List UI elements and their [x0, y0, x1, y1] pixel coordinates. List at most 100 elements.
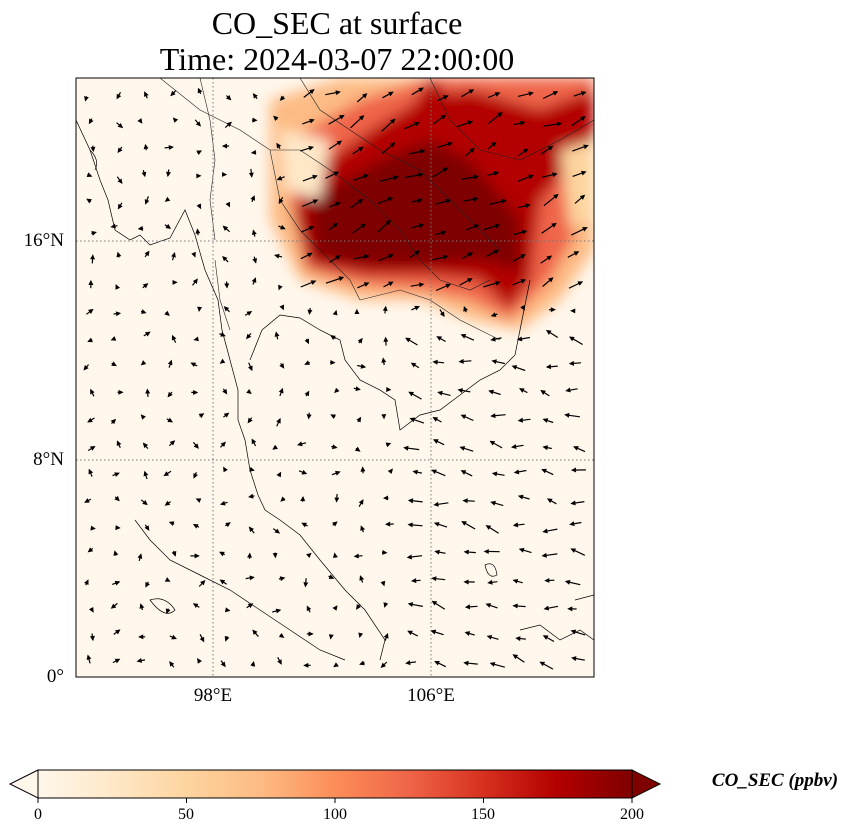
- wind-vector-head: [473, 196, 479, 202]
- wind-vector-head: [491, 471, 498, 477]
- wind-vector-head: [354, 446, 361, 452]
- wind-vector-head: [490, 413, 496, 419]
- wind-vector-head: [338, 276, 345, 282]
- wind-vector-head: [430, 629, 437, 635]
- wind-vector-head: [90, 146, 96, 153]
- wind-vector-head: [521, 229, 528, 235]
- wind-vector-head: [312, 174, 318, 180]
- wind-vector-head: [387, 281, 394, 287]
- wind-vector-head: [403, 445, 409, 451]
- wind-vector-head: [304, 360, 310, 365]
- wind-vector-head: [431, 576, 437, 582]
- wind-vector-head: [417, 198, 423, 204]
- wind-vector-head: [564, 412, 570, 418]
- wind-vector-head: [137, 225, 144, 231]
- wind-vector-head: [483, 549, 489, 554]
- wind-vector-head: [387, 468, 393, 474]
- wind-vector-head: [84, 96, 89, 102]
- wind-vector-head: [489, 662, 496, 667]
- wind-vector-head: [487, 579, 493, 585]
- wind-vector-head: [251, 277, 257, 283]
- wind-vector-head: [116, 440, 122, 447]
- wind-vector-head: [525, 203, 531, 209]
- wind-vector-head: [418, 282, 425, 288]
- wind-vectors: [83, 87, 589, 670]
- wind-vector-head: [220, 661, 226, 668]
- wind-vector-head: [358, 146, 364, 152]
- wind-vector-head: [551, 222, 557, 228]
- wind-vector-head: [552, 172, 558, 178]
- wind-vector-head: [165, 223, 172, 229]
- coastlines: [76, 119, 594, 661]
- wind-vector-head: [442, 167, 449, 173]
- wind-vector-head: [136, 658, 143, 663]
- wind-vector-head: [433, 501, 439, 507]
- wind-vector-head: [501, 199, 507, 204]
- wind-vector-head: [520, 254, 526, 259]
- wind-vector-head: [192, 603, 199, 609]
- wind-vector-head: [432, 439, 439, 444]
- wind-vector-head: [491, 141, 497, 147]
- wind-vector-head: [494, 92, 501, 97]
- wind-vector-head: [142, 442, 149, 449]
- wind-vector-head: [90, 525, 96, 531]
- wind-vector-head: [464, 604, 471, 610]
- wind-vector-head: [357, 337, 363, 344]
- wind-vector-head: [473, 224, 480, 229]
- wind-vector-head: [88, 118, 94, 125]
- wind-vector-head: [274, 331, 280, 337]
- wind-vector-head: [110, 336, 117, 341]
- wind-vector-head: [89, 445, 96, 451]
- lat-tick-8n: 8°N: [33, 449, 64, 470]
- wind-vector-head: [278, 284, 283, 291]
- wind-vector-head: [570, 467, 577, 473]
- wind-vector-head: [335, 201, 341, 207]
- wind-vector-head: [195, 228, 201, 234]
- wind-vector-head: [385, 521, 391, 527]
- wind-vector-head: [171, 551, 177, 557]
- wind-vector-head: [442, 254, 449, 260]
- wind-vector-head: [164, 310, 170, 316]
- wind-vector-head: [408, 391, 414, 397]
- wind-vector-head: [431, 600, 438, 606]
- wind-vector-head: [83, 365, 89, 371]
- wind-vector-head: [219, 500, 226, 506]
- wind-vector-head: [497, 111, 503, 118]
- wind-vector-head: [247, 365, 253, 372]
- wind-vector-head: [461, 521, 467, 526]
- wind-vector-head: [512, 522, 519, 528]
- wind-vector-head: [115, 311, 122, 317]
- wind-vector-head: [383, 602, 389, 608]
- wind-vector-head: [520, 304, 525, 311]
- wind-vector-head: [86, 198, 92, 204]
- wind-vector-head: [442, 95, 449, 100]
- wind-vector-head: [512, 578, 519, 584]
- wind-vector-head: [89, 635, 95, 642]
- wind-vector-head: [466, 278, 473, 283]
- wind-vector-head: [84, 579, 89, 585]
- wind-vector-head: [279, 95, 286, 101]
- wind-vector-head: [383, 336, 389, 342]
- wind-vector-head: [220, 332, 226, 337]
- wind-vector-head: [90, 254, 96, 260]
- wind-vector-head: [358, 499, 364, 505]
- wind-vector-head: [115, 525, 121, 531]
- wind-vector-head: [252, 93, 258, 99]
- co-sec-map: [75, 77, 595, 678]
- wind-vector-head: [573, 446, 579, 451]
- wind-vector-head: [473, 174, 480, 180]
- wind-vector-head: [581, 170, 587, 176]
- wind-vector-head: [172, 117, 179, 123]
- wind-vector-head: [195, 498, 202, 503]
- wind-vector-head: [111, 361, 117, 367]
- wind-vector-head: [556, 121, 563, 127]
- wind-vector-head: [252, 117, 258, 123]
- wind-vector-head: [280, 496, 286, 502]
- wind-vector-head: [113, 550, 119, 556]
- wind-vector-head: [301, 522, 307, 528]
- wind-vector-head: [167, 391, 173, 398]
- wind-vector-head: [328, 634, 334, 640]
- wind-vector-head: [380, 580, 386, 587]
- wind-vector-head: [409, 417, 416, 423]
- wind-vector-head: [519, 120, 526, 126]
